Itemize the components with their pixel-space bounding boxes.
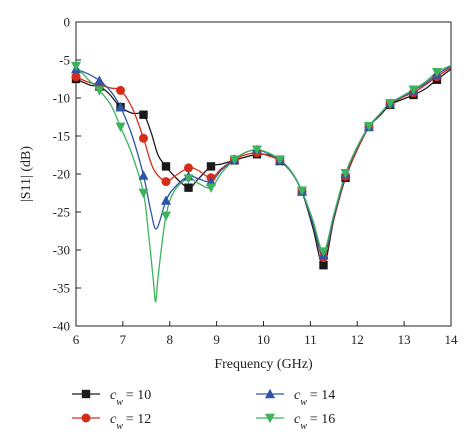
- data-point: [94, 86, 105, 96]
- series-line-cw16: [75, 64, 452, 303]
- data-point: [71, 61, 81, 72]
- data-point: [161, 177, 171, 187]
- data-point: [138, 170, 149, 180]
- legend-item: cw = 12: [72, 412, 151, 432]
- data-point: [161, 162, 171, 171]
- legend-marker: [81, 413, 91, 423]
- data-point: [206, 183, 216, 193]
- y-tick-label: -20: [53, 167, 70, 182]
- data-point: [274, 155, 285, 165]
- series-line-cw12: [75, 67, 452, 259]
- data-point: [385, 99, 396, 109]
- legend-label: cw = 12: [110, 412, 151, 432]
- data-point: [139, 133, 148, 143]
- y-tick-label: -25: [53, 205, 70, 220]
- x-axis: 6 7 8 9 10 11 12 13 14: [73, 321, 458, 347]
- data-point: [115, 122, 126, 133]
- data-point: [340, 169, 351, 179]
- legend: cw = 10 cw = 12 cw = 14 cw = 16: [72, 388, 335, 432]
- data-point: [184, 163, 193, 173]
- data-point: [363, 121, 374, 132]
- data-point: [229, 155, 240, 165]
- y-tick-label: -5: [59, 53, 70, 68]
- data-point: [161, 195, 171, 205]
- legend-label: cw = 10: [110, 388, 151, 408]
- legend-marker: [265, 413, 275, 424]
- x-tick-label: 13: [398, 332, 411, 347]
- data-point: [71, 72, 81, 82]
- legend-label: cw = 14: [294, 388, 335, 408]
- x-tick-label: 7: [120, 332, 127, 347]
- plot-frame: [75, 21, 452, 327]
- data-point: [319, 261, 328, 270]
- x-tick-label: 8: [167, 332, 174, 347]
- data-point: [206, 176, 216, 186]
- y-tick-label: -40: [53, 319, 70, 334]
- data-point: [431, 67, 442, 78]
- markers: [71, 61, 442, 270]
- legend-item: cw = 14: [256, 388, 335, 408]
- data-point: [116, 85, 126, 95]
- x-tick-label: 12: [351, 332, 364, 347]
- data-point: [184, 183, 193, 192]
- y-tick-label: -30: [53, 243, 70, 258]
- legend-item: cw = 16: [256, 412, 335, 432]
- x-tick-label: 6: [73, 332, 80, 347]
- y-tick-label: -10: [53, 91, 70, 106]
- data-point: [296, 186, 307, 196]
- data-point: [408, 85, 419, 95]
- curves: [75, 64, 452, 303]
- data-point: [115, 101, 126, 112]
- x-tick-label: 10: [257, 332, 270, 347]
- data-point: [251, 145, 262, 155]
- y-axis: 0 -5 -10 -15 -20 -25 -30 -35 -40: [53, 15, 81, 334]
- legend-marker: [265, 388, 275, 399]
- legend-label: cw = 16: [294, 412, 335, 432]
- x-tick-label: 9: [213, 332, 220, 347]
- y-tick-label: 0: [64, 15, 71, 30]
- data-point: [139, 110, 148, 119]
- x-axis-title: Frequency (GHz): [214, 357, 313, 372]
- legend-item: cw = 10: [72, 388, 151, 408]
- data-point: [206, 162, 216, 171]
- x-tick-label: 14: [445, 332, 459, 347]
- data-point: [138, 188, 149, 199]
- data-point: [161, 211, 171, 221]
- data-point: [183, 174, 194, 184]
- legend-marker: [81, 389, 91, 399]
- x-tick-label: 11: [304, 332, 317, 347]
- y-tick-label: -35: [53, 281, 70, 296]
- series-line-cw10: [75, 68, 452, 266]
- series-line-cw14: [75, 65, 452, 256]
- data-point: [318, 247, 329, 257]
- data-point: [94, 75, 105, 85]
- y-axis-title: |S11| (dB): [19, 146, 34, 202]
- y-tick-label: -15: [53, 129, 70, 144]
- plot-area: [71, 21, 452, 327]
